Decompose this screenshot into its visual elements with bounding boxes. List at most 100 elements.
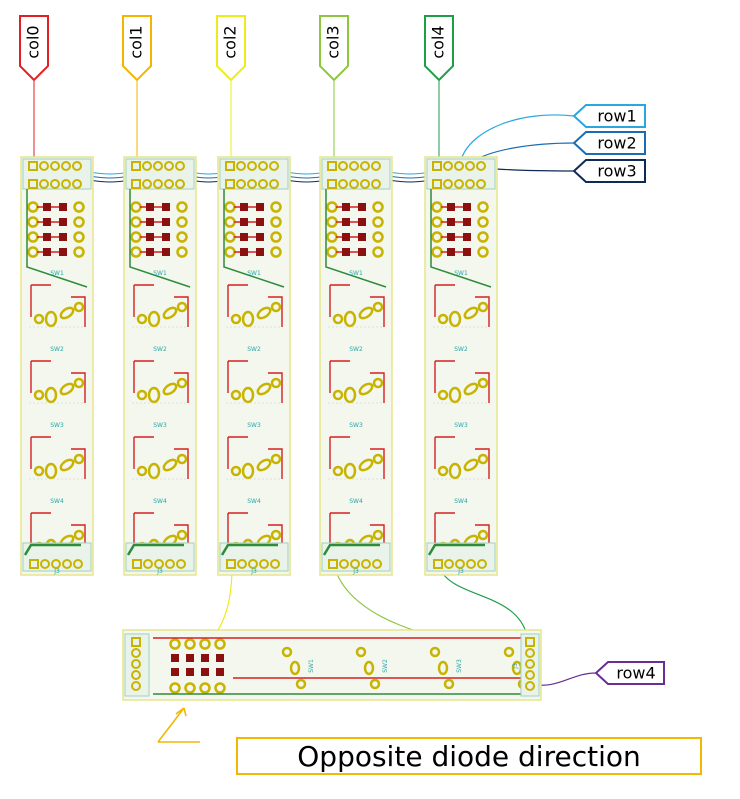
connector-pad [176, 559, 186, 569]
green-trace [223, 189, 285, 288]
switch-label: SW2 [50, 346, 64, 353]
switch-label: SW4 [349, 498, 363, 505]
header-pad [236, 179, 246, 189]
switch-pad [358, 382, 374, 396]
switch-pad [270, 453, 282, 465]
column-tag [319, 15, 349, 82]
diode-body [240, 233, 248, 241]
diode-body [447, 248, 455, 256]
switch-pad [270, 301, 282, 313]
switch-label: SW3 [247, 422, 261, 429]
column-board-1: SW1 SW2 SW3 SW4 J3 [123, 156, 197, 576]
header-pad [432, 161, 442, 171]
header-pad [164, 161, 174, 171]
column-board-4: SW1 SW2 SW3 SW4 J3 [424, 156, 498, 576]
diode-pad [477, 231, 489, 243]
header-pad [454, 161, 464, 171]
switch-trace [434, 284, 490, 327]
diode-pad [270, 216, 282, 228]
diode-pad [270, 231, 282, 243]
header-pad [465, 161, 475, 171]
switch-pad [73, 453, 85, 465]
row-label-row4: row4 [594, 661, 665, 685]
switch-label: SW2 [382, 659, 389, 673]
header-pad [142, 161, 152, 171]
switch-pad [332, 389, 344, 401]
switch-pad [503, 646, 515, 658]
switch-pad [176, 453, 188, 465]
column-label-col3: col3 [319, 15, 349, 82]
switch-pad [372, 301, 384, 313]
connector-pad [339, 559, 349, 569]
switch-pad [463, 306, 479, 320]
row-tag [572, 131, 646, 155]
diode-body [358, 203, 366, 211]
header-pad [61, 179, 71, 189]
diode-body [256, 248, 264, 256]
red-trace [153, 637, 523, 679]
diode-pad [372, 246, 384, 258]
header-pad [39, 179, 49, 189]
header-pad [327, 161, 337, 171]
header-pad [175, 179, 185, 189]
connector-pad [132, 559, 142, 569]
header-pad [28, 161, 38, 171]
switch-pad [256, 382, 272, 396]
switch-pad [270, 377, 282, 389]
diode-body [171, 668, 179, 676]
connector-pad [237, 559, 247, 569]
switch-pad [332, 313, 344, 325]
header-pad [50, 161, 60, 171]
row-label-row2: row2 [572, 131, 646, 155]
green-trace [23, 543, 81, 556]
switch-pad [369, 678, 381, 690]
switch-pad [176, 301, 188, 313]
header-pad [258, 161, 268, 171]
switch-pad [33, 313, 45, 325]
switch-pad [332, 465, 344, 477]
header-pad [153, 179, 163, 189]
switch-label: SW4 [153, 498, 167, 505]
diode-pad [477, 216, 489, 228]
column-tag-text: col0 [24, 25, 43, 58]
diode-pad [176, 216, 188, 228]
diode-body [342, 203, 350, 211]
switch-trace [227, 436, 283, 479]
switch-pad [477, 301, 489, 313]
header-pad [28, 179, 38, 189]
row-tag-text: row2 [597, 134, 636, 153]
diode-body [463, 248, 471, 256]
connector-pad [40, 559, 50, 569]
diode-body [59, 248, 67, 256]
switch-trace [329, 284, 385, 327]
switch-pad [448, 310, 462, 328]
switch-pad [256, 458, 272, 472]
switch-pad [477, 529, 489, 541]
switch-pad [437, 660, 449, 676]
switch-pad [73, 301, 85, 313]
green-trace [126, 543, 184, 556]
diode-pad [169, 638, 181, 650]
column-board-2: SW1 SW2 SW3 SW4 J3 [217, 156, 291, 576]
switch-pad [437, 389, 449, 401]
switch-pad [437, 465, 449, 477]
bottom-strip [22, 542, 92, 572]
diode-body [43, 203, 51, 211]
row-tag [572, 159, 646, 183]
switch-pad [256, 306, 272, 320]
diode-body [59, 203, 67, 211]
diode-body [186, 668, 194, 676]
header-pad [142, 179, 152, 189]
diode-pad [176, 201, 188, 213]
diode-body [216, 654, 224, 662]
wire-layer [33, 80, 597, 686]
switch-label: SW2 [247, 346, 261, 353]
diode-body [447, 233, 455, 241]
diode-body [146, 248, 154, 256]
switch-pad [44, 310, 58, 328]
connector-pad [466, 559, 476, 569]
connector-label: J3 [250, 568, 257, 575]
header-pad [72, 161, 82, 171]
header-pad [225, 161, 235, 171]
diode-body [162, 218, 170, 226]
